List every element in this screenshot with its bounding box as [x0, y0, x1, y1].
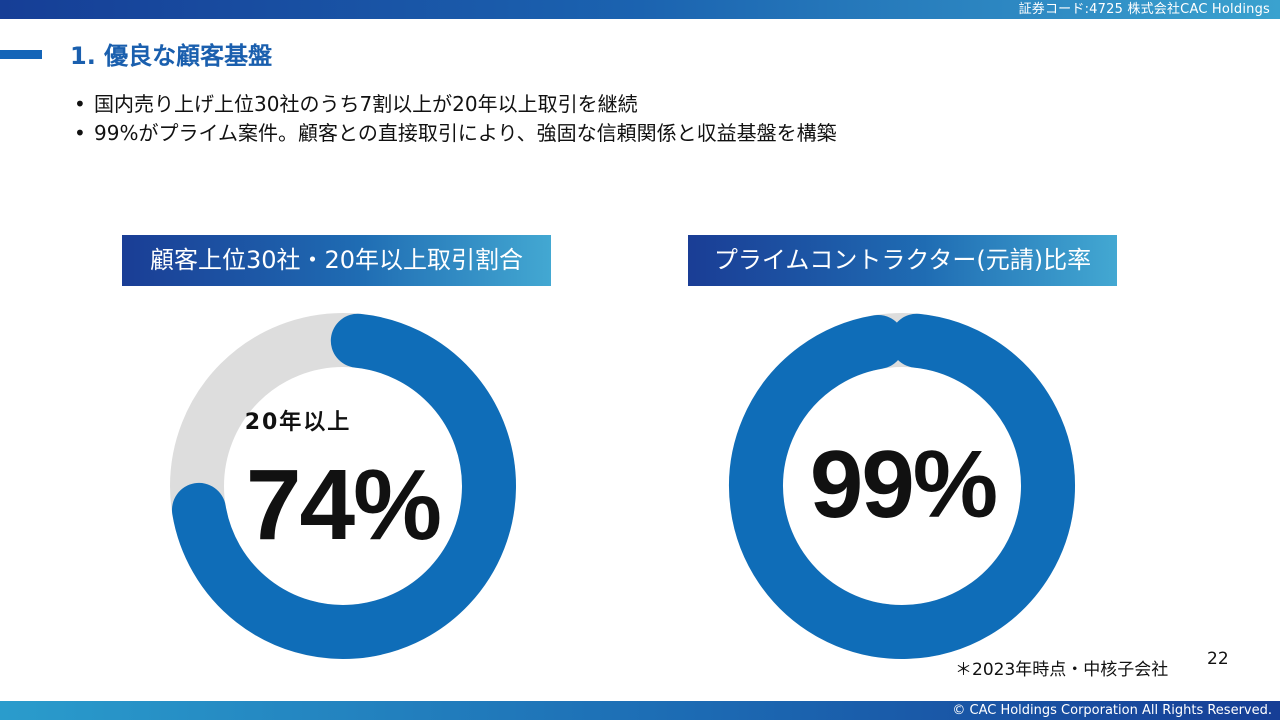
- donut-center-label: 20年以上: [244, 410, 352, 435]
- bottom-banner: © CAC Holdings Corporation All Rights Re…: [0, 701, 1280, 720]
- title-accent-bar: [0, 50, 42, 59]
- footnote: ＊2023年時点・中核子会社: [955, 660, 1169, 680]
- chart-title-left: 顧客上位30社・20年以上取引割合: [122, 235, 551, 286]
- bullet-item: 国内売り上げ上位30社のうち7割以上が20年以上取引を継続: [74, 90, 837, 119]
- company-code: 証券コード:4725 株式会社CAC Holdings: [1018, 2, 1270, 17]
- page-number: 22: [1207, 649, 1229, 669]
- top-banner: 証券コード:4725 株式会社CAC Holdings: [0, 0, 1280, 19]
- bullet-list: 国内売り上げ上位30社のうち7割以上が20年以上取引を継続 99%がプライム案件…: [74, 90, 837, 148]
- donut-value-slice: [171, 313, 516, 659]
- donut-chart-left: [170, 313, 516, 659]
- section-title: 1. 優良な顧客基盤: [70, 42, 273, 70]
- donut-chart-right: [729, 313, 1075, 659]
- donut-value-slice: [729, 313, 1075, 659]
- donut-center-value-left: 74%: [245, 449, 442, 561]
- chart-title-right: プライムコントラクター(元請)比率: [688, 235, 1117, 286]
- copyright: © CAC Holdings Corporation All Rights Re…: [952, 703, 1272, 718]
- donut-center-value-right: 99%: [809, 431, 998, 538]
- bullet-item: 99%がプライム案件。顧客との直接取引により、強固な信頼関係と収益基盤を構築: [74, 119, 837, 148]
